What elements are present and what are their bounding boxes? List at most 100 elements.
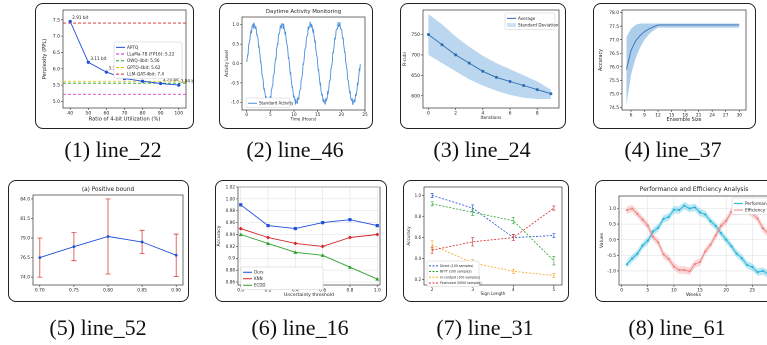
c3-data-point [440,43,444,47]
c5-data-point [140,240,144,244]
c6-data-point [375,224,379,228]
c7-ytick-label: 0.6 [415,235,422,240]
c8-ytick-label: 0.0 [609,237,616,243]
c3-ytick-label: 650 [411,73,420,79]
c3-data-point [481,69,485,73]
c8-data-point [641,218,644,221]
c3-legend-swatch [507,23,516,28]
c8-data-point [636,212,639,216]
c3-data-point [426,33,430,36]
c2-xlabel: Time (Hours) [290,117,317,122]
c8-ytick-label: -1.0 [607,268,616,274]
c6-ytick-label: 1.02 [226,184,236,189]
c5-data-point [106,235,110,238]
c8-data-point [688,270,691,273]
c8-data-point [693,206,696,209]
caption-7: (7) line_31 [436,315,534,340]
c3-ytick-label: 700 [411,53,420,59]
c7-axes-frame [423,186,563,286]
c1-xtick-label: 40 [67,111,73,117]
c5-data-point [174,253,178,257]
c8-data-point [662,217,665,221]
c6-data-point [293,250,298,254]
c6-data-point [320,253,325,257]
c8-data-point [625,209,628,212]
c8-legend-label: Efficiency [745,208,766,213]
c8-data-point [678,268,681,272]
c6-data-point [239,203,243,207]
c6-data-point [375,232,380,237]
c3-legend-label: Average [518,16,536,21]
c8-data-point [651,235,655,239]
c6-xtick-label: 0.8 [346,287,353,293]
c8-data-point [725,238,728,241]
chart-line-46: Daytime Activity Monitoring 0 5 10 15 20 25 -1.… [224,9,368,122]
chart-panel-7: 2 3 4 5 0.2 0.4 0.6 0.8 1.0 Sign Length Accuracy Di… [403,180,569,302]
c3-data-point [522,84,526,88]
c8-xtick-label: 25 [750,287,756,293]
c1-ytick-label: 7.0 [53,34,60,40]
c2-xtick-label: 25 [362,112,368,117]
c1-xtick-label: 50 [85,111,91,117]
c8-data-point [646,224,649,227]
c8-title: Performance and Efficiency Analysis [640,186,749,193]
c4-ytick-label: 76.0 [609,64,619,70]
c3-data-point [508,79,512,83]
c7-legend-label: Finetuned (5000 samples) [440,281,482,285]
c8-band-performance [626,201,767,278]
c8-data-point [761,269,764,273]
chart-line-52: (a) Positive bound 0.70 0.75 0.80 0.85 0.90 74… [20,187,184,293]
c6-data-point [293,226,297,231]
c6-data-point [266,224,270,228]
c1-legend-label: LLaMa-7B (FP16): 5.22 [127,52,175,57]
c6-legend-label: Ours [254,270,263,275]
caption-5: (5) line_52 [49,315,147,340]
c3-ytick-label: 600 [411,93,420,99]
c5-data-point [38,256,42,260]
chart-panel-1: 40 50 60 70 80 90 100 5.0 5.5 6.0 6.5 7.0 7.5 Ratio o… [35,3,194,129]
c2-title: Daytime Activity Monitoring [266,9,341,15]
c8-series-performance [626,205,767,274]
c1-legend-label: LLM-QAT-4bit: 7.4 [127,72,164,77]
c1-ytick-label: 5.5 [53,83,60,89]
c5-data-point [72,245,76,249]
c8-data-point [714,224,717,228]
c1-point-label: 3.74 bit [163,77,179,82]
c8-data-point [636,252,639,255]
c8-ytick-label: 1.0 [609,206,616,212]
c1-data-point [177,83,181,87]
c6-ytick-label: 0.9 [228,256,235,261]
c6-legend-label: ECDD [254,283,265,288]
caption-8: (8) line_61 [628,315,726,340]
c1-xtick-label: 90 [158,111,164,117]
c7-series-line [432,203,555,262]
c8-data-point [756,217,759,220]
c4-ytick-label: 74.5 [609,105,619,111]
c1-ytick-label: 6.0 [53,66,60,72]
c6-ytick-label: 0.98 [226,208,236,213]
c8-data-point [704,250,707,253]
c1-xtick-label: 70 [122,111,128,117]
c6-xtick-label: 0.2 [265,287,272,293]
caption-4: (4) line_37 [624,137,722,162]
c2-ylabel: Activity Level [224,50,229,77]
caption-1: (1) line_22 [64,137,162,162]
c8-legend-label: Performance [745,201,767,206]
c6-data-point [238,232,243,237]
chart-line-16: 0.0 0.2 0.4 0.6 0.8 1.0 0.86 0.88 0.9 0.92 0.94 0.9… [216,184,381,298]
c1-data-point [68,19,72,24]
c6-xtick-label: 0.0 [237,287,244,293]
c3-data-point [454,53,458,57]
c8-data-point [725,219,728,222]
c1-ytick-label: 5.0 [53,99,60,105]
c7-xtick-label: 2 [431,287,434,292]
c1-xlabel: Ratio of 4-bit Utilization (%) [89,117,161,123]
c8-data-point [740,257,743,260]
c8-data-point [625,263,628,266]
c4-xtick-label: 18 [682,112,688,118]
c4-ytick-label: 78.0 [609,10,619,16]
c6-data-point [266,241,271,246]
c3-axes-frame [422,9,560,109]
c8-data-point [698,211,702,214]
chart-panel-8: Performance and Efficiency Analysis 0 5 10 1… [595,180,767,302]
